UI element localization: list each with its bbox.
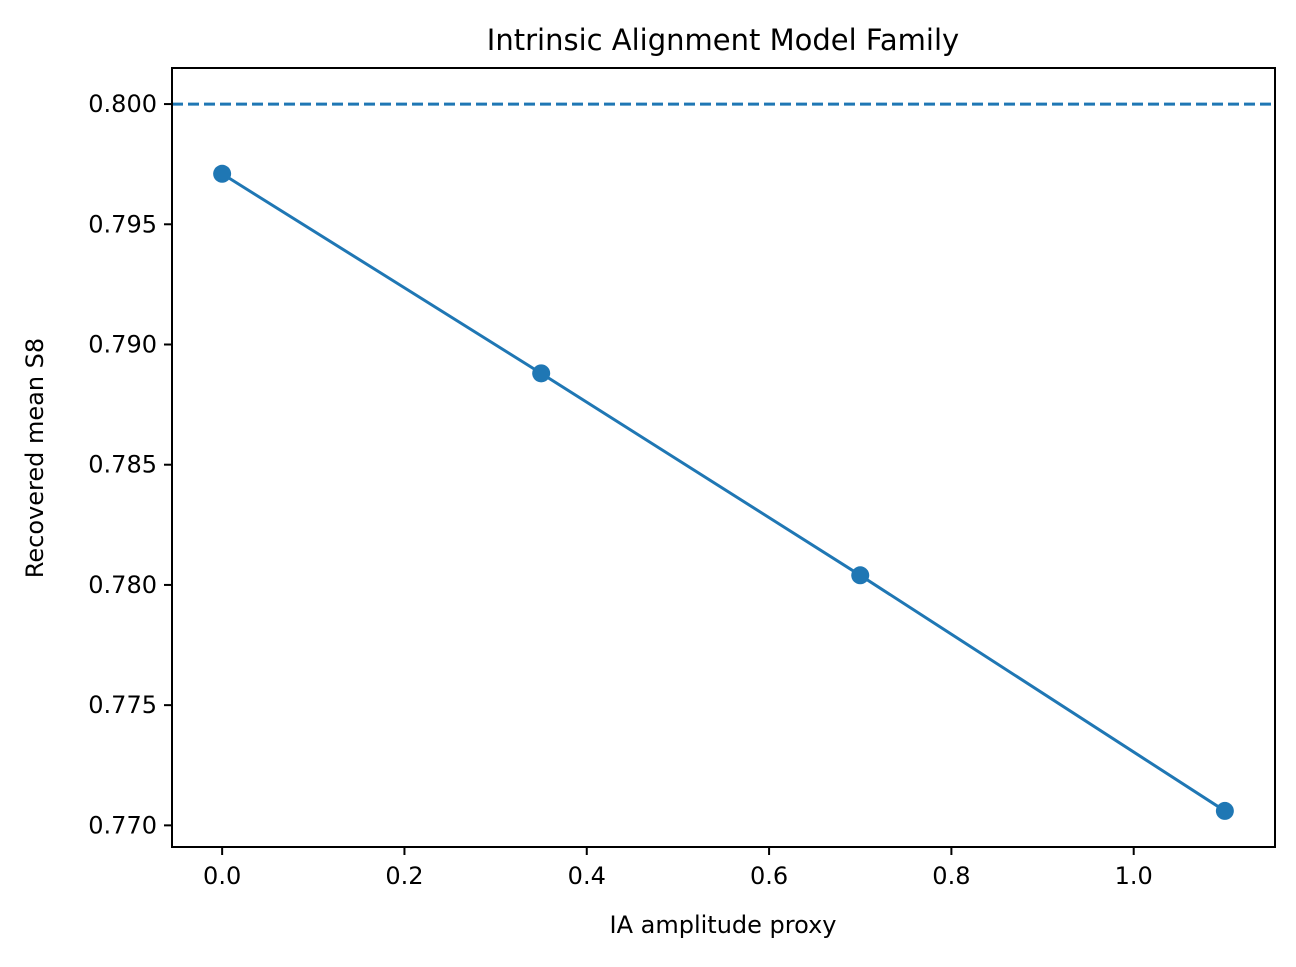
x-tick-label: 0.8: [932, 862, 970, 890]
y-tick-label: 0.780: [88, 571, 157, 599]
y-tick-label: 0.770: [88, 811, 157, 839]
x-tick-label: 0.4: [568, 862, 606, 890]
x-axis-label: IA amplitude proxy: [610, 911, 837, 939]
y-tick-label: 0.785: [88, 451, 157, 479]
x-tick-label: 0.0: [203, 862, 241, 890]
y-tick-label: 0.800: [88, 90, 157, 118]
y-tick-label: 0.790: [88, 330, 157, 358]
x-tick-label: 0.2: [385, 862, 423, 890]
x-tick-label: 1.0: [1115, 862, 1153, 890]
plot-frame: [171, 67, 1276, 848]
y-axis-label: Recovered mean S8: [21, 338, 49, 578]
data-point: [532, 364, 551, 383]
series-line: [220, 172, 1227, 813]
data-point: [1215, 801, 1234, 820]
data-point: [851, 566, 870, 585]
x-tick-label: 0.6: [750, 862, 788, 890]
y-tick-label: 0.795: [88, 210, 157, 238]
data-point: [213, 164, 232, 183]
chart-title: Intrinsic Alignment Model Family: [487, 23, 959, 57]
y-tick-label: 0.775: [88, 691, 157, 719]
